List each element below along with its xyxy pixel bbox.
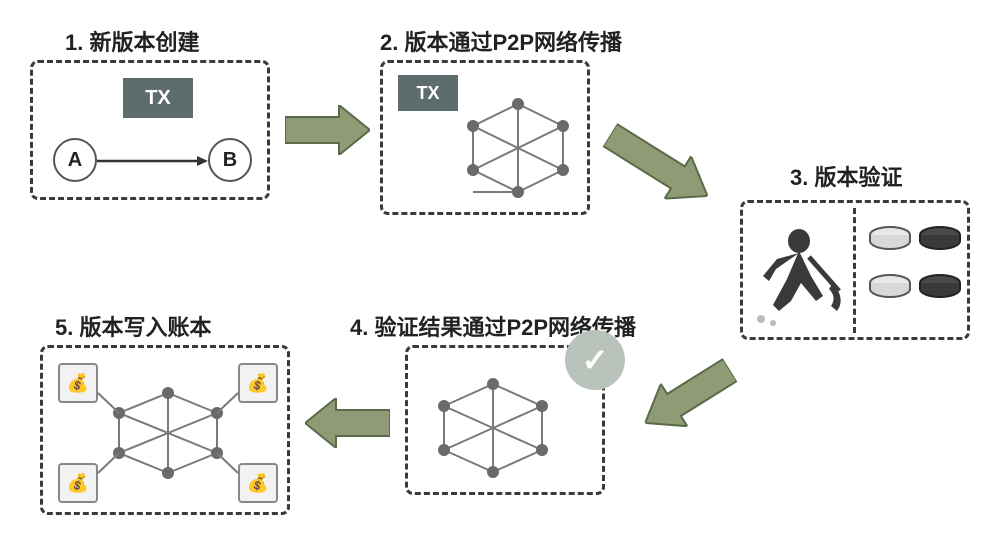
edge-a-b (97, 153, 208, 173)
step2-box: TX (380, 60, 590, 215)
step1-box: TX A B (30, 60, 270, 200)
disk-icon (918, 225, 962, 251)
network-hex-4 (428, 373, 558, 483)
tx-box-1: TX (123, 78, 193, 118)
step1-title: 1. 新版本创建 (65, 25, 199, 57)
network-hex-2 (458, 93, 578, 203)
arrow-2-3 (597, 114, 721, 217)
miner-icon (751, 221, 851, 331)
check-icon: ✓ (565, 330, 625, 390)
step5-box: 💰 💰 💰 💰 (40, 345, 290, 515)
disk-icon (918, 273, 962, 299)
disk-icon (868, 273, 912, 299)
node-a: A (53, 138, 97, 182)
tx-box-2: TX (398, 75, 458, 111)
step3-box (740, 200, 970, 340)
step3-divider (853, 208, 856, 333)
arrow-4-5 (305, 398, 390, 448)
ledger-connectors (43, 348, 293, 518)
arrow-1-2 (285, 105, 370, 155)
step2-title: 2. 版本通过P2P网络传播 (380, 25, 622, 57)
step5-title: 5. 版本写入账本 (55, 310, 211, 342)
disk-icon (868, 225, 912, 251)
arrow-3-4 (632, 349, 743, 444)
node-b: B (208, 138, 252, 182)
step3-title: 3. 版本验证 (790, 160, 902, 192)
